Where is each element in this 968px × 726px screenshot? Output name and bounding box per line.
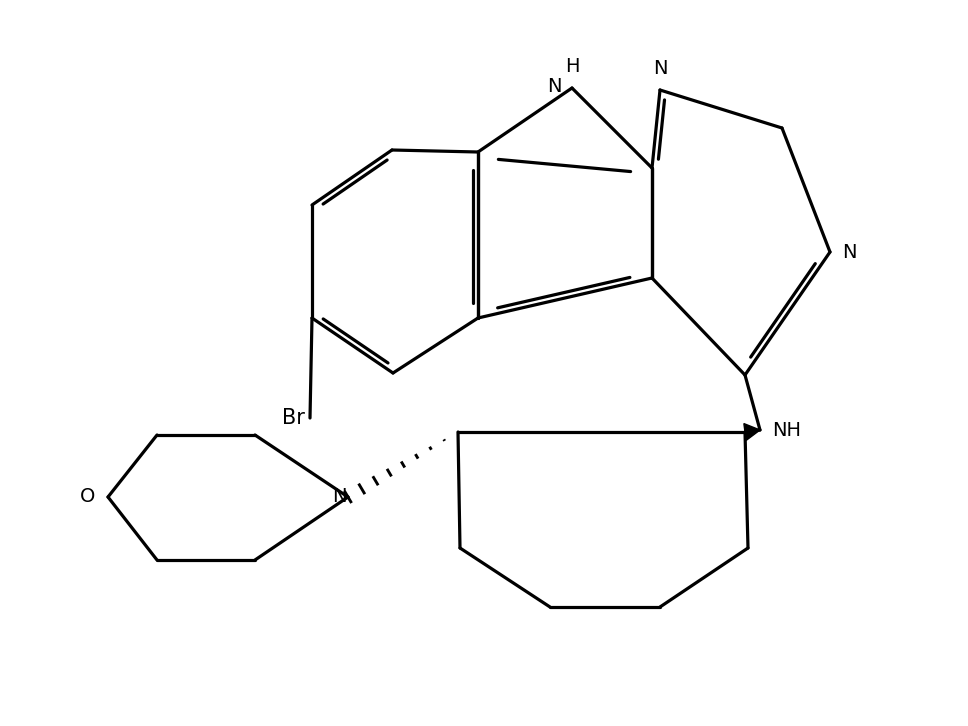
- Text: N: N: [548, 76, 562, 96]
- Text: Br: Br: [282, 408, 305, 428]
- Text: NH: NH: [772, 420, 801, 439]
- Text: N: N: [652, 59, 667, 78]
- Polygon shape: [743, 423, 760, 441]
- Text: N: N: [332, 487, 347, 507]
- Text: N: N: [842, 242, 857, 261]
- Text: H: H: [564, 57, 579, 76]
- Text: O: O: [79, 487, 95, 507]
